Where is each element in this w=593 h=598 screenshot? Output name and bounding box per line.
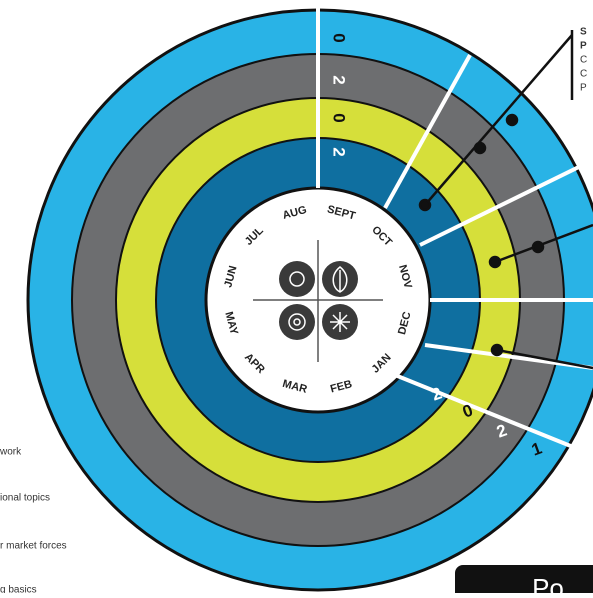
year-digit: 2 (330, 75, 349, 84)
leaders (418, 30, 593, 370)
side-label: r market forces (0, 541, 67, 552)
note-text: P (580, 83, 587, 94)
year-digit: 0 (330, 33, 349, 42)
dividers (316, 0, 593, 457)
note-text: C (580, 69, 587, 80)
month-label: FEB (329, 378, 353, 395)
center-cross (253, 240, 383, 362)
icon-glyphs (288, 266, 350, 332)
month-label: JUN (222, 264, 239, 288)
box (455, 565, 593, 598)
note-text: S (580, 27, 587, 38)
month-label: DEC (396, 310, 414, 336)
note-text: P (580, 41, 587, 52)
box-label: Po (532, 573, 564, 593)
side-label: work (0, 447, 22, 458)
side-label: g basics (0, 585, 37, 593)
year-digit: 2 (330, 147, 349, 156)
side-label: ional topics (0, 493, 50, 504)
note-text: C (580, 55, 587, 66)
year-digit: 0 (330, 113, 349, 122)
